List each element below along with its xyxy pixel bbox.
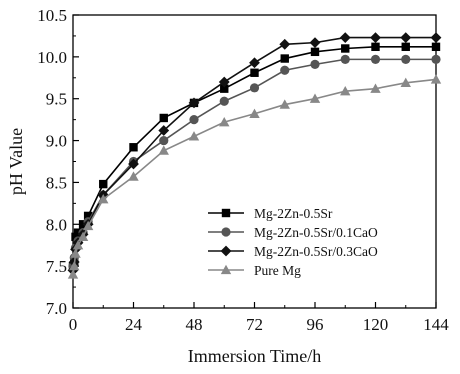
- data-point: [249, 57, 260, 69]
- data-point: [279, 99, 290, 109]
- y-tick-label: 9.0: [46, 132, 67, 151]
- data-point: [83, 211, 93, 221]
- legend-label: Mg-2Zn-0.5Sr: [254, 206, 333, 221]
- data-point: [431, 42, 441, 52]
- data-point: [310, 47, 320, 57]
- data-point: [159, 135, 169, 146]
- legend-marker: [221, 208, 231, 218]
- legend-marker: [220, 245, 232, 257]
- data-point: [340, 54, 350, 64]
- legend-label: Mg-2Zn-0.5Sr/0.1CaO: [254, 225, 378, 240]
- x-tick-label: 120: [363, 315, 389, 334]
- data-point: [250, 68, 259, 77]
- data-point: [220, 84, 229, 93]
- data-point: [188, 131, 200, 141]
- data-point: [98, 193, 109, 204]
- data-point: [309, 37, 321, 49]
- data-point: [99, 179, 108, 189]
- data-point: [218, 76, 230, 88]
- legend-marker: [221, 227, 231, 237]
- data-point: [69, 260, 80, 271]
- y-tick-label: 8.0: [46, 215, 67, 234]
- x-tick-label: 144: [423, 315, 449, 334]
- data-point: [219, 116, 230, 127]
- data-point: [401, 54, 411, 64]
- legend-label: Pure Mg: [254, 263, 301, 278]
- data-point: [72, 240, 84, 250]
- data-point: [401, 42, 410, 52]
- data-point: [280, 54, 289, 63]
- legend-label: Mg-2Zn-0.5Sr/0.3CaO: [254, 244, 378, 259]
- x-tick-label: 48: [186, 315, 203, 334]
- data-point: [158, 145, 169, 155]
- y-tick-label: 7.0: [46, 299, 67, 318]
- y-tick-label: 10.0: [37, 48, 67, 67]
- data-point: [309, 93, 321, 103]
- series-layer: [67, 32, 442, 279]
- data-point: [70, 248, 81, 258]
- data-point: [158, 125, 170, 136]
- data-point: [341, 44, 350, 53]
- data-point: [370, 83, 381, 93]
- y-axis-title: pH Value: [6, 128, 26, 195]
- data-point: [400, 77, 411, 87]
- data-point: [431, 54, 441, 64]
- data-point: [279, 38, 291, 50]
- data-point: [280, 65, 290, 75]
- data-point: [189, 115, 199, 125]
- y-tick-label: 9.5: [46, 90, 67, 109]
- x-tick-label: 96: [307, 315, 324, 334]
- data-point: [371, 42, 380, 52]
- data-point: [82, 220, 94, 231]
- legend: Mg-2Zn-0.5Sr Mg-2Zn-0.5Sr/0.1CaO Mg-2Zn-0.…: [208, 206, 378, 278]
- data-point: [339, 32, 351, 44]
- legend-marker: [220, 264, 232, 275]
- x-axis-title: Immersion Time/h: [188, 346, 322, 366]
- data-point: [188, 97, 200, 109]
- data-point: [159, 113, 168, 123]
- data-point: [129, 143, 138, 152]
- data-point: [128, 158, 139, 170]
- series-3: [67, 74, 442, 279]
- y-tick-label: 10.5: [37, 6, 67, 25]
- x-tick-label: 24: [125, 315, 143, 334]
- y-tick-label: 7.5: [46, 257, 67, 276]
- axes: 0 24 48 72 96 120 144 7.0 7.5 8.0 8.5 9.0 9.5 10.0 10.…: [37, 6, 449, 334]
- data-point: [249, 108, 260, 118]
- data-point: [400, 32, 412, 44]
- data-point: [370, 32, 381, 44]
- data-point: [249, 83, 260, 93]
- data-point: [219, 96, 229, 106]
- data-point: [430, 32, 442, 44]
- data-point: [430, 74, 442, 84]
- data-point: [67, 269, 79, 279]
- data-point: [73, 228, 83, 237]
- x-tick-label: 0: [69, 315, 78, 334]
- data-point: [128, 171, 139, 181]
- data-point: [370, 54, 381, 64]
- data-point: [340, 85, 351, 96]
- data-point: [310, 59, 320, 69]
- y-tick-label: 8.5: [46, 173, 67, 192]
- x-tick-label: 72: [246, 315, 263, 334]
- data-point: [77, 231, 89, 242]
